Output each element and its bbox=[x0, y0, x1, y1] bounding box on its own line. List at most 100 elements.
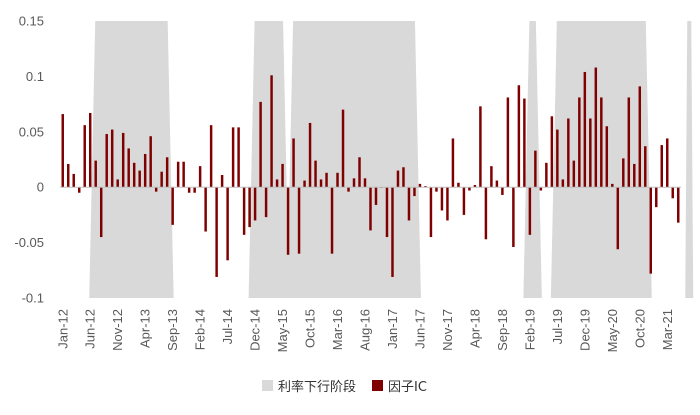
ic-bar bbox=[479, 106, 482, 188]
x-tick-label: Jun-12 bbox=[83, 309, 98, 349]
ic-bar bbox=[589, 118, 592, 188]
ic-bar bbox=[605, 126, 609, 188]
x-tick-label: Dec-19 bbox=[577, 309, 592, 351]
ic-bar bbox=[545, 162, 548, 188]
legend-item-ic: 因子IC bbox=[372, 376, 427, 395]
x-axis-ticks: Jan-12 Jun-12 Nov-12 Apr-13 Sep-13 Feb-14 Jul-… bbox=[55, 309, 675, 352]
ic-bar bbox=[242, 187, 246, 235]
legend-item-regions: 利率下行阶段 bbox=[262, 376, 356, 395]
ic-bar bbox=[655, 187, 658, 208]
ic-bar bbox=[149, 136, 152, 188]
ic-bar bbox=[303, 180, 306, 188]
ic-bar bbox=[99, 187, 103, 238]
ic-bar bbox=[363, 178, 367, 188]
ic-bar bbox=[451, 138, 455, 188]
ic-bar bbox=[209, 125, 213, 188]
ic-bar bbox=[369, 187, 372, 231]
ic-bar bbox=[121, 132, 125, 188]
ic-bar bbox=[512, 187, 515, 248]
rate-decline-region-2 bbox=[248, 21, 290, 298]
ic-bar bbox=[666, 138, 669, 188]
x-tick-label: Apr-18 bbox=[467, 309, 482, 348]
ic-bar bbox=[160, 171, 163, 188]
ic-bar bbox=[534, 150, 537, 188]
ic-bar bbox=[83, 125, 86, 188]
ic-bar bbox=[308, 122, 312, 188]
rate-decline-region-6 bbox=[685, 21, 694, 298]
x-tick-label: Oct-15 bbox=[303, 309, 318, 348]
ic-bar bbox=[616, 187, 620, 250]
ic-bar bbox=[292, 138, 295, 188]
ic-bar bbox=[600, 97, 603, 188]
ic-bar bbox=[127, 148, 130, 188]
ic-bar bbox=[78, 187, 81, 193]
ic-bar bbox=[270, 75, 273, 188]
ic-bar bbox=[165, 157, 169, 188]
ic-bar bbox=[330, 187, 334, 254]
y-tick-label: 0 bbox=[37, 180, 44, 195]
ic-bar bbox=[204, 187, 207, 232]
y-tick-label: 0.15 bbox=[19, 14, 44, 29]
ic-bar bbox=[314, 160, 317, 188]
legend-swatch-ic bbox=[372, 380, 384, 391]
ic-bar bbox=[198, 166, 202, 188]
ic-bar bbox=[539, 187, 543, 191]
x-tick-label: Jul-14 bbox=[220, 309, 235, 344]
ic-bar bbox=[583, 71, 587, 188]
ic-bar bbox=[561, 179, 565, 188]
x-tick-label: Sep-18 bbox=[495, 309, 510, 351]
ic-bar bbox=[462, 187, 466, 215]
ic-bar bbox=[341, 109, 345, 188]
x-tick-label: Mar-21 bbox=[660, 309, 675, 350]
ic-bar bbox=[182, 161, 185, 188]
x-tick-label: May-20 bbox=[605, 309, 620, 352]
ic-bar bbox=[237, 127, 240, 188]
ic-bar bbox=[567, 118, 570, 188]
ic-bar bbox=[138, 170, 141, 188]
x-tick-label: Apr-13 bbox=[138, 309, 153, 348]
ic-bar bbox=[677, 187, 680, 223]
y-tick-label: -0.05 bbox=[14, 235, 44, 250]
ic-bar bbox=[187, 187, 191, 193]
x-tick-label: Feb-19 bbox=[522, 309, 537, 350]
ic-bar bbox=[473, 184, 477, 188]
ic-bar bbox=[446, 187, 449, 221]
ic-bar bbox=[143, 153, 147, 188]
rate-decline-regions bbox=[89, 21, 694, 298]
ic-bar bbox=[358, 157, 361, 188]
rate-decline-region-3 bbox=[287, 21, 421, 298]
ic-bar bbox=[154, 187, 158, 192]
x-tick-label: Jun-17 bbox=[412, 309, 427, 349]
y-axis-ticks: 0.15 0.1 0.05 0 -0.05 -0.1 bbox=[14, 14, 44, 306]
ic-bar bbox=[638, 86, 642, 188]
ic-bar bbox=[385, 187, 389, 238]
ic-bar bbox=[506, 97, 510, 188]
x-tick-label: Oct-20 bbox=[632, 309, 647, 348]
ic-bar bbox=[468, 187, 471, 191]
ic-bar bbox=[336, 172, 339, 188]
ic-bar bbox=[281, 163, 284, 188]
ic-bar bbox=[528, 187, 532, 235]
y-tick-label: -0.1 bbox=[22, 291, 44, 306]
ic-bar bbox=[484, 187, 488, 240]
ic-bar bbox=[319, 179, 323, 188]
ic-bar bbox=[550, 116, 554, 188]
ic-bar bbox=[264, 187, 268, 218]
x-tick-label: Nov-12 bbox=[110, 309, 125, 351]
ic-bar bbox=[490, 166, 493, 188]
ic-bar bbox=[132, 162, 136, 188]
ic-bar bbox=[671, 187, 674, 199]
x-tick-label: Aug-16 bbox=[358, 309, 373, 351]
ic-bar bbox=[649, 187, 653, 274]
x-tick-label: Jul-19 bbox=[550, 309, 565, 344]
ic-bar bbox=[440, 187, 444, 211]
ic-bar bbox=[523, 98, 526, 188]
ic-bar bbox=[556, 129, 559, 188]
ic-bar bbox=[72, 173, 75, 188]
ic-bar bbox=[501, 187, 504, 195]
ic-bar bbox=[231, 127, 235, 188]
ic-bar bbox=[347, 187, 350, 192]
ic-bar bbox=[622, 158, 625, 188]
x-tick-label: May-15 bbox=[275, 309, 290, 352]
ic-bar bbox=[594, 67, 598, 188]
